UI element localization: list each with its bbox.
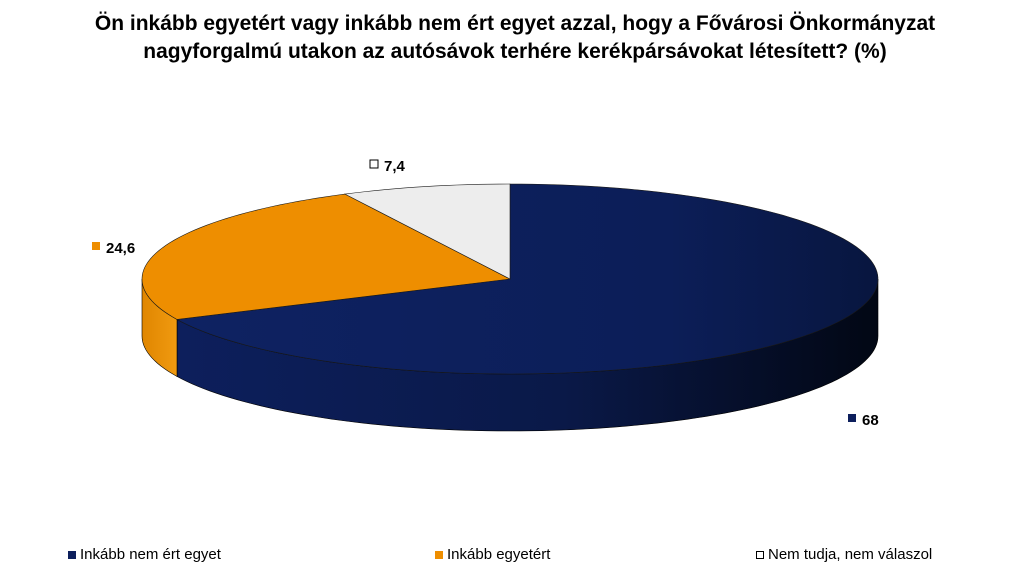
legend-item-inkabb-nem-ert-egyet: Inkább nem ért egyet	[68, 546, 221, 563]
legend-swatch-white	[756, 550, 764, 559]
data-label-marker	[848, 414, 856, 422]
legend-label: Nem tudja, nem válaszol	[768, 546, 933, 563]
legend-item-nem-tudja: Nem tudja, nem válaszol	[756, 546, 932, 563]
chart-title: Ön inkább egyetért vagy inkább nem ért e…	[0, 10, 1030, 66]
chart-title-line-2: nagyforgalmú utakon az autósávok terhére…	[143, 40, 887, 63]
pie-slice-nem-tudja	[343, 183, 511, 280]
pie-slices	[141, 183, 879, 375]
data-label-inkabb-egyetert: 24,6	[106, 240, 135, 257]
data-label-marker	[92, 242, 100, 250]
pie-data-labels: 68 24,6 7,4	[92, 158, 879, 429]
legend-label: Inkább egyetért	[447, 546, 551, 563]
pie-slice-inkabb-nem-ert-egyet	[176, 183, 879, 375]
legend: Inkább nem ért egyet Inkább egyetért Nem…	[0, 546, 1030, 570]
data-label-nem-tudja: 7,4	[384, 158, 406, 175]
chart-title-line-1: Ön inkább egyetért vagy inkább nem ért e…	[94, 12, 936, 35]
legend-swatch-navy	[68, 550, 76, 559]
legend-label: Inkább nem ért egyet	[80, 546, 221, 563]
data-label-marker	[369, 159, 379, 169]
data-label-inkabb-nem-ert-egyet: 68	[862, 412, 879, 429]
legend-swatch-orange	[435, 550, 443, 559]
pie-slice-inkabb-egyetert	[141, 193, 512, 320]
legend-item-inkabb-egyetert: Inkább egyetért	[435, 546, 550, 563]
